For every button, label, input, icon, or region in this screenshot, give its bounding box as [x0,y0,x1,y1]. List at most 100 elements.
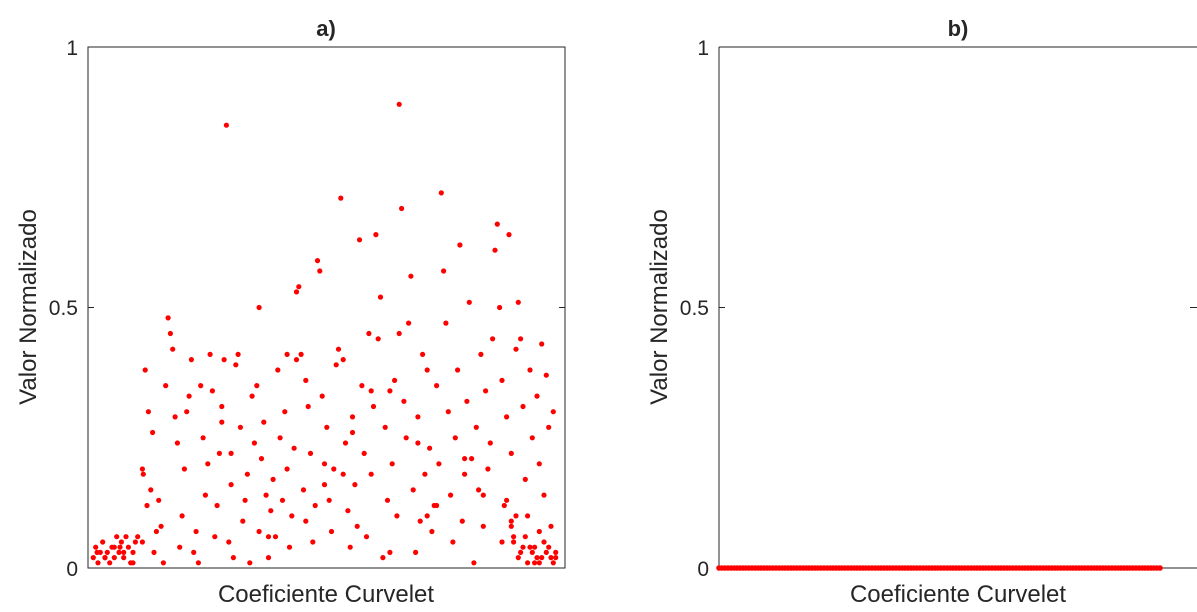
panel-a-point [525,513,531,519]
panel-a-point [429,528,435,535]
panel-a-point [256,528,262,535]
panel-a-point [368,471,374,477]
panel-a-point [209,388,215,394]
panel-a-point [515,299,521,305]
panel-a-point [462,471,468,477]
panel-a-point [95,560,101,566]
panel-a-point [261,419,267,425]
panel-a-point [219,419,225,425]
panel-a-point [548,523,554,529]
panel-a-point [121,549,127,556]
panel-b-ytick-label-1: 1 [697,37,709,60]
panel-a-point [198,383,204,389]
panel-a-point [359,383,365,389]
panel-a-point [333,362,339,368]
panel-a-xlabel: Coeficiente Curvelet [218,581,434,608]
panel-a-point [156,497,162,503]
panel-a-point [282,409,288,415]
panel-a-point [441,268,447,274]
panel-a-point [263,492,269,498]
panel-a-point [139,539,145,545]
panel-a-point [513,513,519,519]
panel-a-point [394,513,400,519]
panel-a-point [522,476,528,482]
panel-a-point [268,508,274,514]
panel-a-point [293,289,300,295]
panel-a-point [415,440,421,446]
panel-a-point [214,502,220,509]
panel-a-point [181,466,187,472]
panel-a-point [142,367,148,373]
panel-a-point [163,383,169,389]
panel-a-point [275,367,281,373]
panel-a-point [256,304,262,311]
panel-a-point [90,555,96,561]
panel-a-point [247,560,253,566]
panel-a-point [366,330,372,337]
panel-a-point [216,450,222,456]
panel-a-point [200,435,206,441]
panel-a-point [466,299,472,305]
panel-a-point [102,555,108,561]
panel-a-point [277,435,283,441]
panel-a-point [406,320,412,326]
panel-a-point [417,518,423,524]
panel-a-point [347,544,353,550]
panel-a-point [420,351,426,357]
panel-a-point [123,534,129,540]
panel-a-point [219,403,225,410]
panel-a-point [485,466,491,472]
panel-a-point [553,555,559,561]
panel-a-point [284,466,290,472]
panel-a-point [249,393,255,399]
panel-a-point [167,330,173,337]
panel-a-point [317,268,323,274]
panel-a-point [525,560,531,566]
panel-a-point [427,445,433,451]
panel-a-point [492,247,498,253]
panel-a-point [111,555,117,561]
panel-a-point [242,497,248,503]
panel-a-point [116,549,122,556]
panel-a-point [158,523,164,529]
panel-a-point [240,518,246,524]
panel-a-ytick-label-0: 0 [66,558,78,581]
panel-a-point [387,549,393,556]
panel-a-point [373,232,379,238]
panel-a-point [144,502,150,509]
panel-a-point [422,471,428,477]
panel-a-point [387,388,393,394]
panel-a-point [483,388,489,394]
panel-a-point [340,357,346,363]
panel-a-point [354,523,360,529]
panel-a-point [221,357,227,363]
panel-a-frame [87,46,566,569]
panel-a-point [473,424,479,430]
panel-a-point [186,393,192,399]
panel-a-point [107,560,113,566]
panel-a-point [361,450,367,456]
panel-a-point [415,414,421,420]
panel-a-point [434,502,440,509]
panel-a-point [230,555,236,561]
panel-a-point [104,549,110,556]
panel-a-point [384,497,391,503]
panel-a-point [310,539,316,545]
panel-a-point [324,424,330,430]
panel-a-point [111,544,117,550]
panel-a-point [518,336,524,342]
panel-a-point [319,393,325,399]
panel-a-point [125,544,131,550]
panel-a-point [233,362,239,368]
panel-a-point [272,534,279,540]
panel-a-point [548,555,554,561]
panel-a-point [265,534,272,540]
panel-a-point [303,518,309,524]
panel-a-point [286,544,293,550]
panel-a-point [513,346,519,352]
panel-a-point [536,461,542,467]
panel-a-point [546,424,552,430]
panel-a-point [335,346,342,352]
panel-a-ytick-label-1: 1 [66,37,78,60]
panel-b-xlabel: Coeficiente Curvelet [850,581,1066,608]
